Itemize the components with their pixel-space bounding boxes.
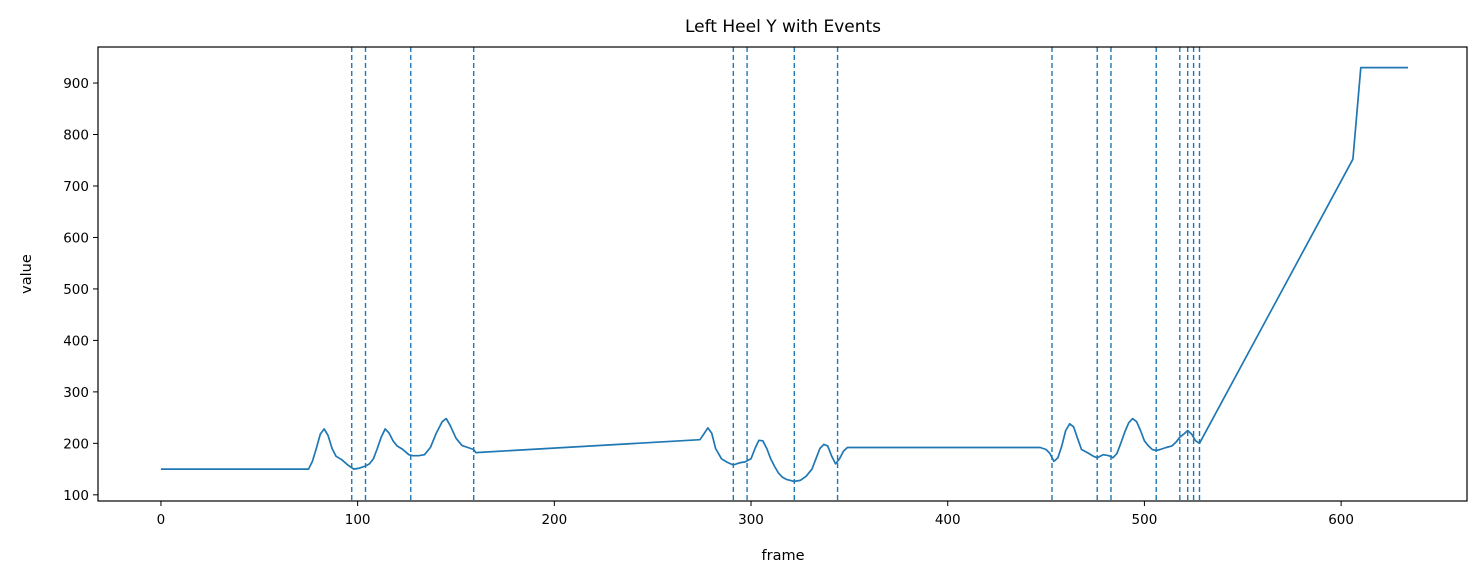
series-line	[160, 66, 1408, 483]
series-polyline	[160, 66, 1408, 483]
event-lines	[351, 47, 1201, 501]
chart-title: Left Heel Y with Events	[685, 17, 881, 37]
x-tick-label: 400	[935, 512, 961, 528]
y-tick-label: 200	[63, 436, 89, 452]
x-tick-label: 600	[1328, 512, 1354, 528]
x-tick-label: 100	[345, 512, 371, 528]
x-tick-label: 200	[541, 512, 567, 528]
x-tick-label: 0	[157, 512, 166, 528]
y-tick-label: 700	[63, 179, 89, 195]
y-tick-label: 600	[63, 230, 89, 246]
y-axis: 100 200 300 400 500 600 700 800 900	[63, 76, 98, 504]
x-axis-label: frame	[762, 548, 805, 564]
y-tick-label: 400	[63, 333, 89, 349]
x-tick-label: 500	[1132, 512, 1158, 528]
y-tick-label: 900	[63, 76, 89, 92]
y-tick-label: 500	[63, 282, 89, 298]
y-axis-label: value	[19, 254, 35, 294]
y-tick-label: 100	[63, 488, 89, 504]
x-axis: 0 100 200 300 400 500 600	[157, 501, 1354, 528]
y-tick-label: 300	[63, 385, 89, 401]
plot-frame	[97, 46, 1468, 502]
y-tick-label: 800	[63, 128, 89, 144]
x-tick-label: 300	[738, 512, 764, 528]
